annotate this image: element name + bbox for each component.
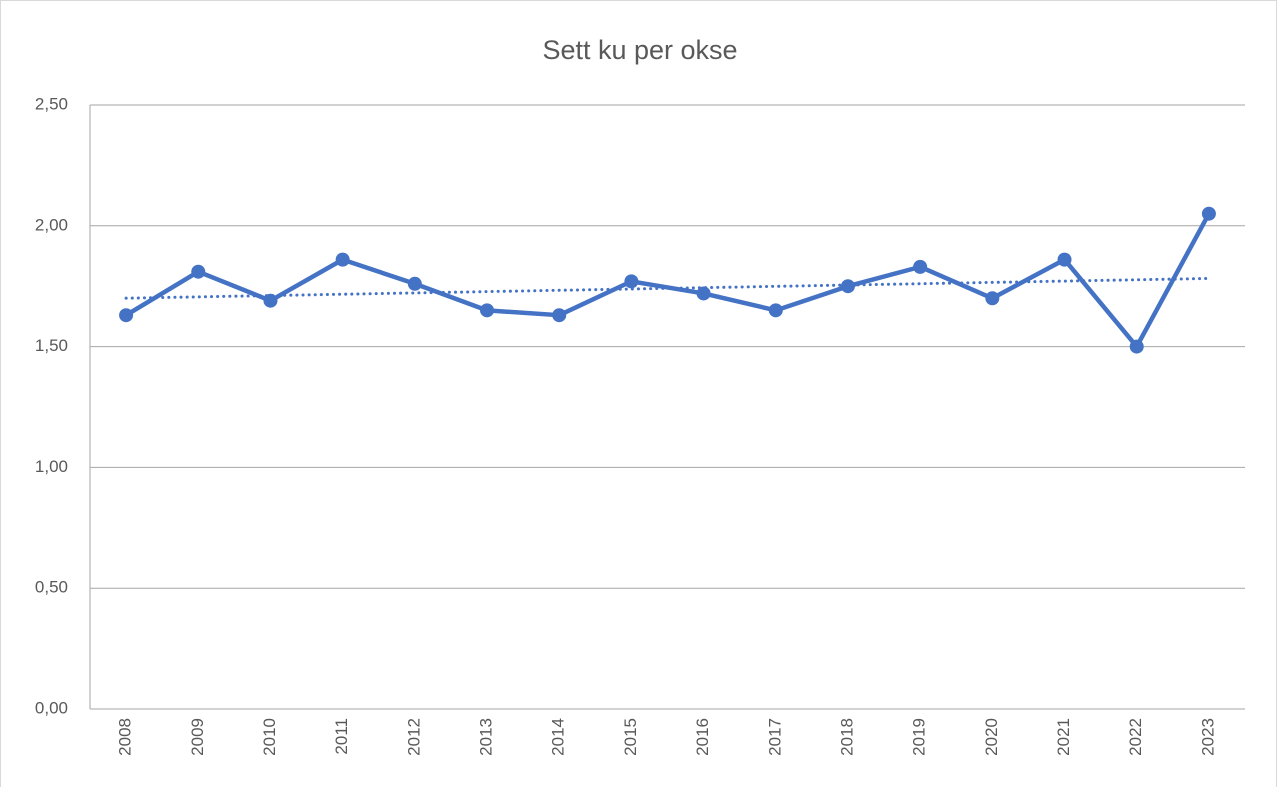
x-tick-label: 2010 [260,718,279,756]
x-tick-label: 2011 [332,718,351,755]
y-tick-label: 1,50 [35,336,68,355]
y-tick-label: 0,00 [35,698,68,717]
chart-title: Sett ku per okse [542,35,737,65]
x-tick-label: 2015 [621,718,640,756]
data-point [263,293,278,308]
y-tick-label: 0,50 [35,578,68,597]
data-point [480,303,495,318]
x-tick-label: 2018 [837,718,856,756]
data-point [552,308,567,323]
data-point [696,286,711,301]
data-point [335,252,350,267]
x-tick-label: 2016 [693,718,712,756]
x-tick-label: 2014 [549,718,568,756]
data-point [840,279,855,294]
data-line [124,212,1211,349]
x-tick-label: 2012 [404,718,423,756]
x-tick-label: 2017 [765,718,784,756]
y-tick-label: 1,00 [35,457,68,476]
x-tick-label: 2020 [982,718,1001,756]
data-point [913,259,928,274]
data-point [407,276,422,291]
x-tick-label: 2008 [116,718,135,756]
data-point [191,264,206,279]
x-tick-label: 2019 [910,718,929,756]
data-point [1201,206,1216,221]
data-point [768,303,783,318]
data-point [624,274,639,289]
x-tick-label: 2013 [477,718,496,756]
y-tick-label: 2,50 [35,94,68,113]
data-point [1057,252,1072,267]
y-tick-label: 2,00 [35,215,68,234]
x-tick-label: 2022 [1126,718,1145,756]
x-tick-label: 2021 [1054,718,1073,756]
data-point [985,291,1000,306]
data-point [119,308,134,323]
x-tick-label: 2023 [1198,718,1217,756]
data-point [1129,339,1144,354]
x-tick-label: 2009 [188,718,207,756]
